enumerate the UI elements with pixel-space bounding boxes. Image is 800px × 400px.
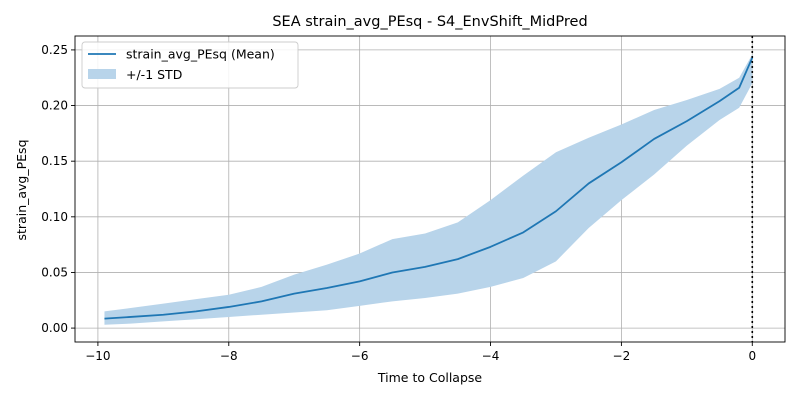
legend-mean-label: strain_avg_PEsq (Mean) <box>126 47 275 62</box>
x-tick-label: −2 <box>613 349 631 363</box>
legend-box <box>81 41 299 89</box>
y-tick-label: 0.05 <box>41 265 68 279</box>
plot-frame <box>74 35 786 343</box>
x-tick-label: −10 <box>85 349 110 363</box>
y-axis-label: strain_avg_PEsq <box>14 140 29 241</box>
legend: strain_avg_PEsq (Mean) +/-1 STD <box>81 41 299 89</box>
chart-title: SEA strain_avg_PEsq - S4_EnvShift_MidPre… <box>272 14 587 30</box>
y-tick-label: 0.00 <box>41 321 68 335</box>
y-tick-label: 0.15 <box>41 154 68 168</box>
x-tick-label: −8 <box>220 349 238 363</box>
y-tick-label: 0.10 <box>41 210 68 224</box>
x-ticks: −10 −8 −6 −4 −2 0 <box>85 342 756 363</box>
mean-line <box>104 57 754 320</box>
x-tick-label: −4 <box>482 349 500 363</box>
mean-line-layer <box>104 57 754 320</box>
legend-std-swatch <box>88 69 116 79</box>
y-tick-label: 0.20 <box>41 99 68 113</box>
std-band <box>104 54 753 325</box>
y-ticks: 0.00 0.05 0.10 0.15 0.20 0.25 <box>41 43 75 335</box>
std-band-layer <box>104 54 753 325</box>
x-axis-label: Time to Collapse <box>377 370 483 385</box>
x-tick-label: 0 <box>748 349 756 363</box>
x-tick-label: −6 <box>351 349 369 363</box>
legend-std-label: +/-1 STD <box>126 67 182 82</box>
y-tick-label: 0.25 <box>41 43 68 57</box>
